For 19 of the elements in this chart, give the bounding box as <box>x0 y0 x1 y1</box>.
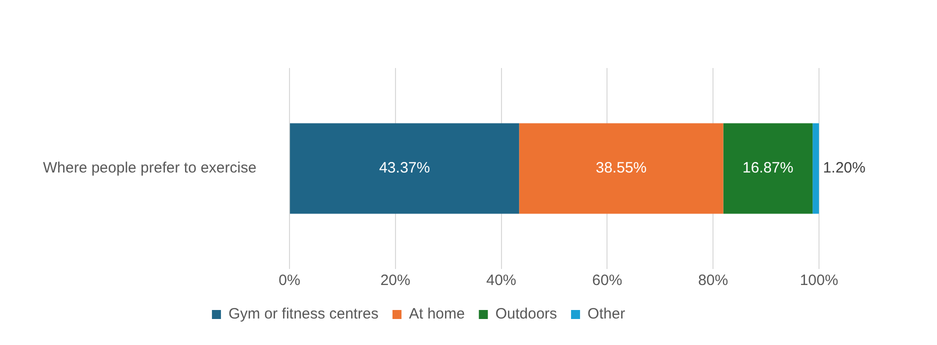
data-label: 1.20% <box>822 160 866 177</box>
data-label: 16.87% <box>742 160 794 177</box>
y-tick-label: Where people prefer to exercise <box>42 160 256 177</box>
x-tick-label: 0% <box>278 272 300 290</box>
x-tick-label: 40% <box>486 272 516 290</box>
legend-label: At home <box>408 306 465 323</box>
legend-label: Outdoors <box>495 306 558 323</box>
x-tick-label: 20% <box>380 272 410 290</box>
data-label: 43.37% <box>379 160 430 177</box>
x-tick-label: 100% <box>800 272 838 290</box>
bar <box>519 123 724 214</box>
legend-label: Gym or fitness centres <box>228 306 378 323</box>
x-tick-label: 60% <box>592 272 622 290</box>
bar <box>290 123 520 214</box>
bar <box>812 123 819 214</box>
bar <box>723 123 813 214</box>
data-label: 38.55% <box>596 160 647 177</box>
legend-label: Other <box>588 306 626 323</box>
x-tick-label: 80% <box>698 272 728 290</box>
